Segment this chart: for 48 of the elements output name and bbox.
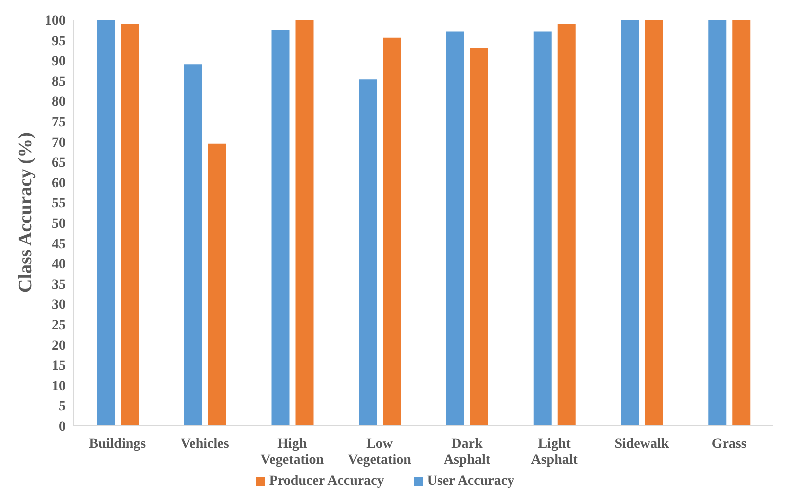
bar — [645, 20, 664, 426]
y-tick-label: 0 — [59, 420, 66, 435]
y-tick-label: 70 — [52, 136, 66, 151]
y-tick-label: 80 — [52, 95, 66, 110]
bar — [621, 20, 640, 426]
bar — [708, 20, 727, 426]
y-axis-title: Class Accuracy (%) — [16, 132, 37, 293]
x-tick-label: Dark Asphalt — [444, 437, 491, 468]
y-tick-label: 100 — [45, 14, 66, 29]
y-tick-label: 65 — [52, 156, 66, 172]
x-tick-label: High Vegetation — [260, 437, 324, 468]
y-tick-label: 50 — [52, 216, 66, 232]
y-tick-label: 55 — [52, 196, 66, 212]
x-tick-label: Buildings — [89, 437, 147, 452]
bar — [296, 20, 314, 426]
bar — [470, 48, 488, 426]
y-tick-label: 40 — [52, 258, 66, 273]
x-tick-label: Low Vegetation — [348, 437, 412, 468]
y-tick-label: 25 — [52, 318, 66, 334]
y-tick-label: 95 — [52, 34, 66, 50]
bar — [383, 38, 402, 426]
bar — [272, 30, 290, 426]
x-tick-label: Vehicles — [180, 437, 230, 452]
bar — [208, 144, 226, 426]
bar — [97, 20, 115, 426]
y-tick-label: 60 — [52, 176, 66, 192]
bar — [121, 24, 139, 426]
y-tick-label: 35 — [52, 278, 66, 293]
y-tick-label: 45 — [52, 237, 66, 252]
bar — [446, 32, 464, 426]
y-tick-label: 75 — [52, 115, 66, 130]
legend-label: Producer Accuracy — [269, 474, 384, 489]
bar — [732, 20, 751, 426]
bar — [558, 24, 576, 426]
legend-label: User Accuracy — [427, 474, 515, 489]
x-tick-label: Grass — [712, 437, 748, 452]
y-tick-label: 90 — [52, 54, 66, 70]
bar — [184, 64, 202, 426]
x-tick-label: Sidewalk — [614, 437, 670, 452]
y-tick-label: 5 — [59, 400, 66, 415]
y-tick-label: 20 — [52, 338, 66, 354]
y-tick-label: 30 — [52, 298, 66, 314]
bar — [359, 80, 378, 426]
y-tick-label: 10 — [52, 379, 66, 394]
y-tick-label: 85 — [52, 74, 66, 90]
bar — [534, 32, 552, 426]
y-tick-label: 15 — [52, 359, 66, 374]
x-tick-label: Light Asphalt — [531, 437, 578, 468]
